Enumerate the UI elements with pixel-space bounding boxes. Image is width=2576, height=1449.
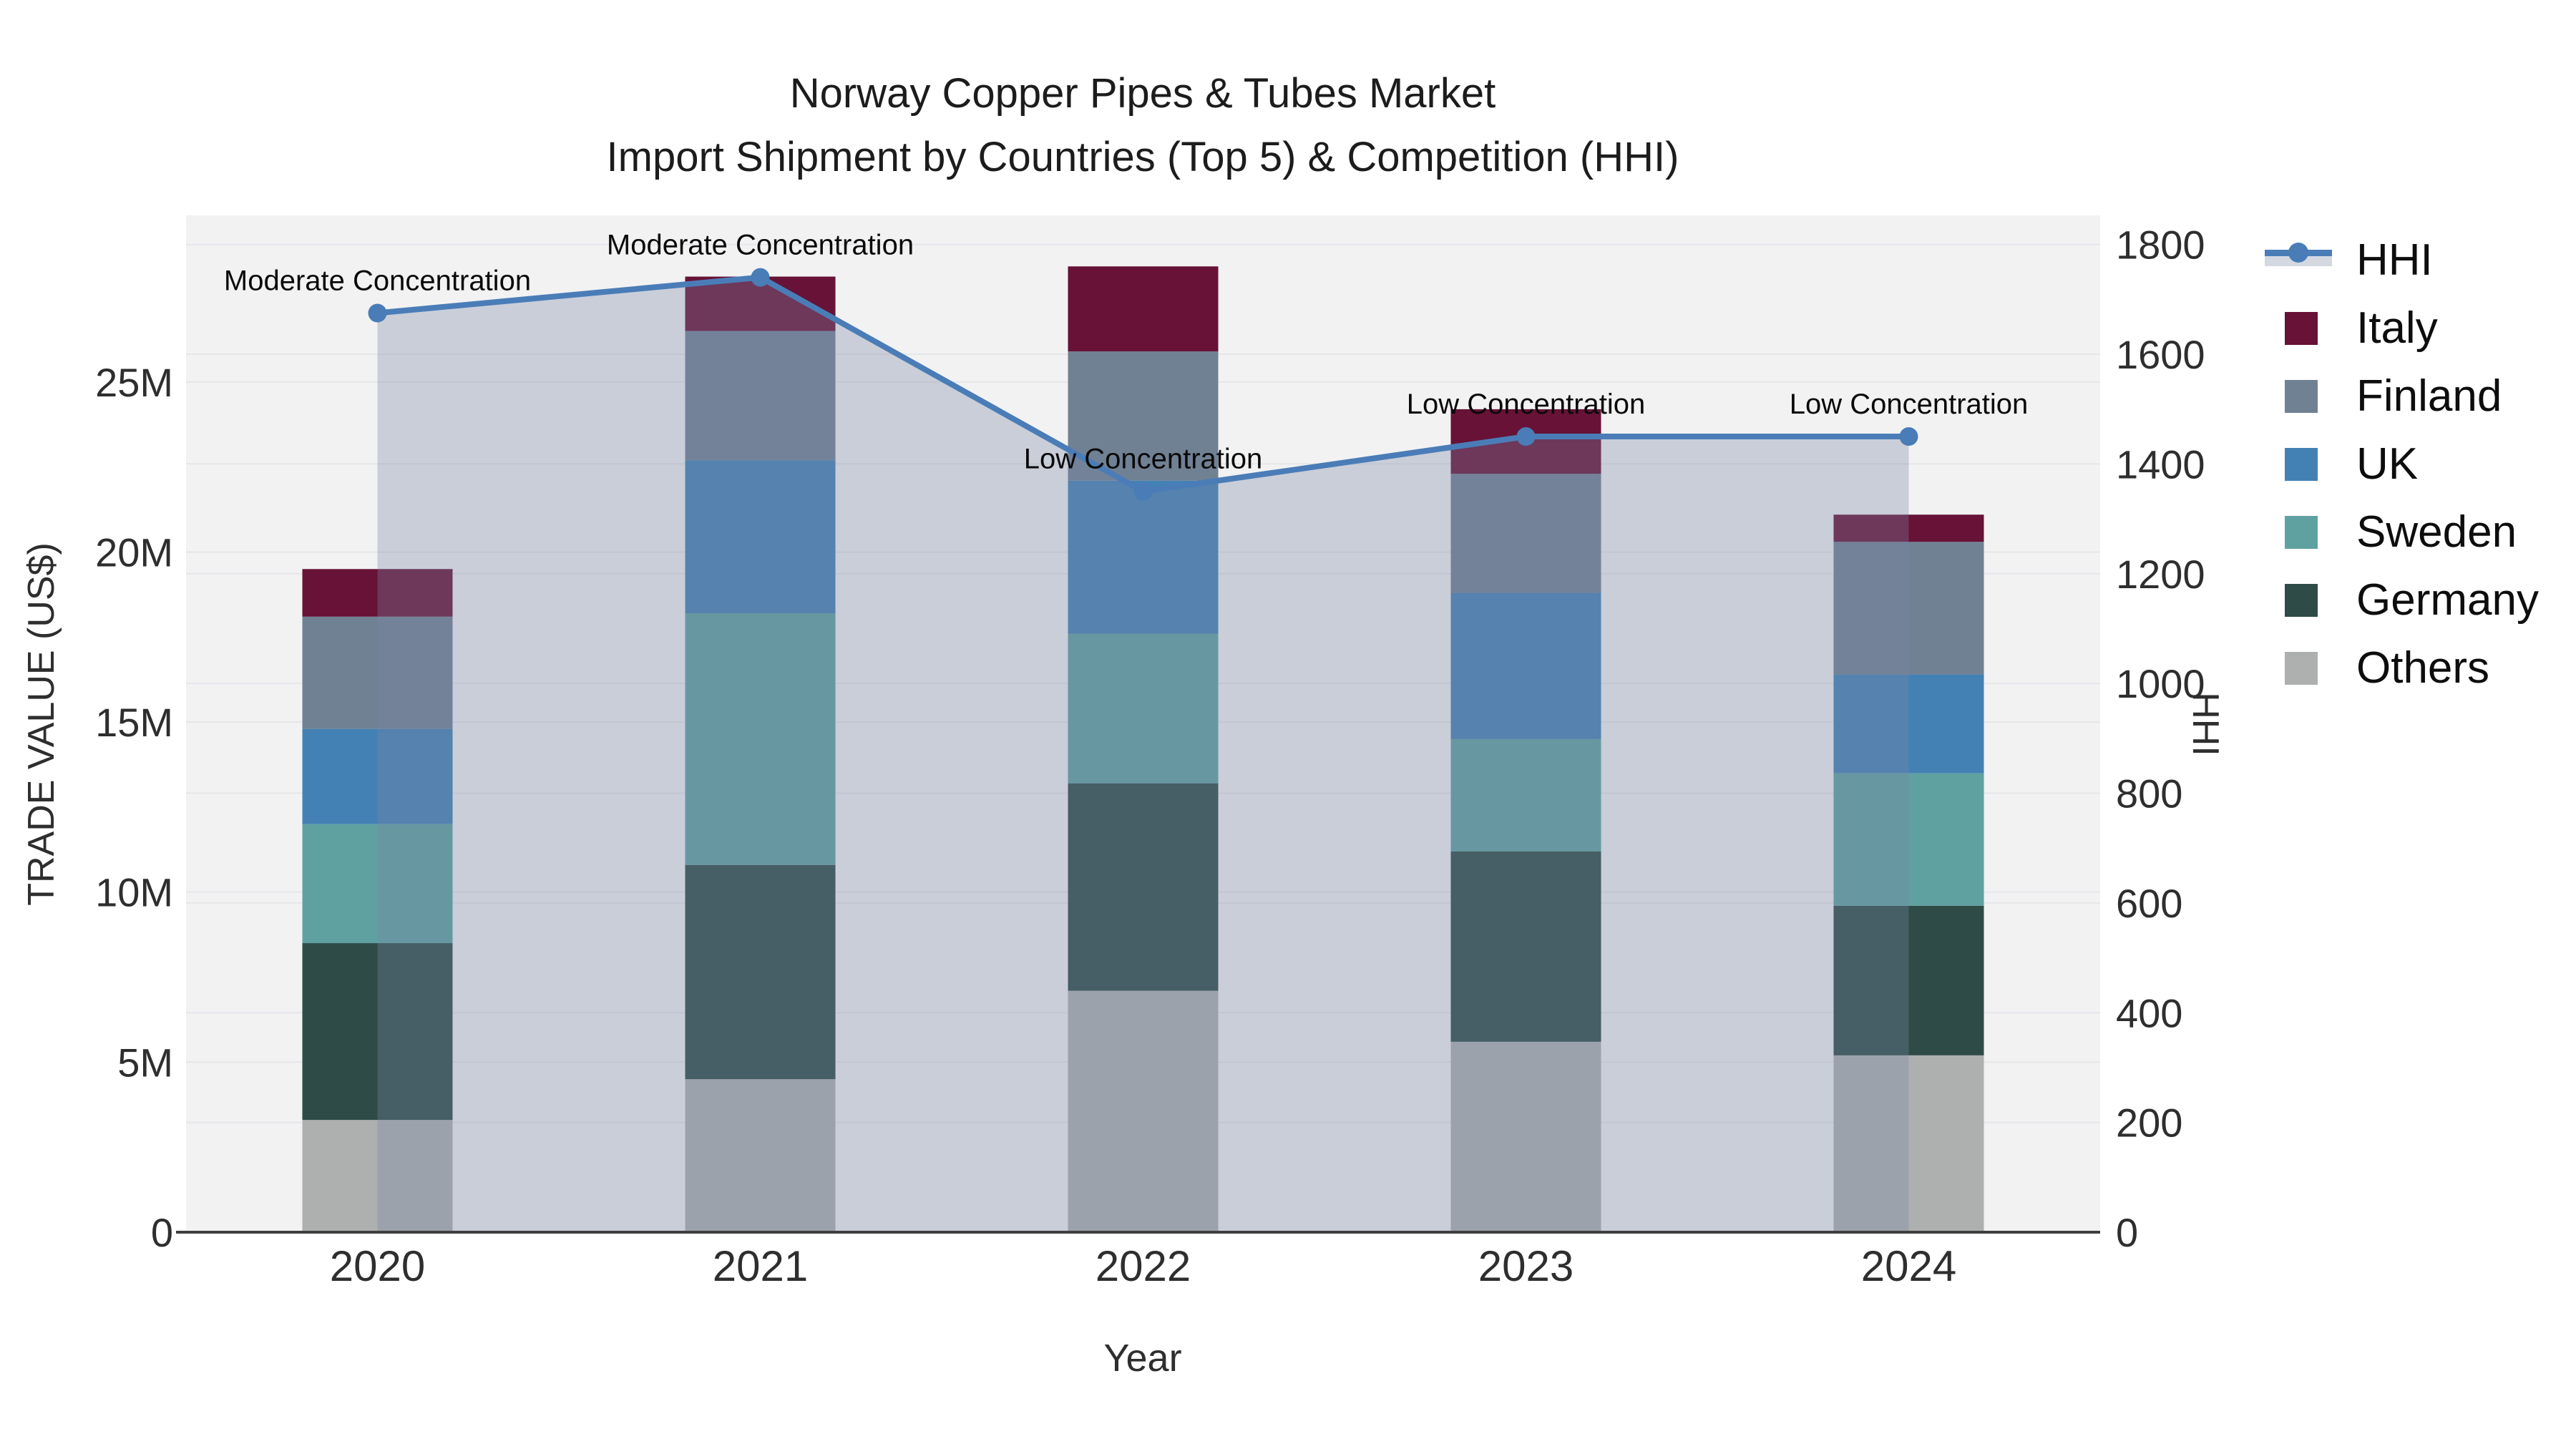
bar-2021-germany[interactable] [685,864,836,1080]
legend-item-germany[interactable]: Germany [2265,575,2539,625]
bar-2022-italy[interactable] [1068,266,1219,352]
bar-2022-others[interactable] [1068,990,1219,1232]
others-color-swatch-icon [2265,643,2356,693]
bar-2021-sweden[interactable] [685,613,836,865]
bar-2022-germany[interactable] [1068,783,1219,991]
bar-2024-others[interactable] [1833,1055,1984,1232]
chart-title-line2: Import Shipment by Countries (Top 5) & C… [606,134,1679,180]
finland-color-swatch-icon [2265,371,2356,421]
y-right-tick-label: 200 [2116,1101,2182,1146]
bar-2024-uk[interactable] [1833,674,1984,774]
hhi-line-swatch-icon [2265,235,2356,285]
hhi-marker-2023[interactable] [1516,427,1536,447]
legend-label: UK [2356,439,2419,489]
bar-2023-uk[interactable] [1450,592,1601,739]
bar-2020-sweden[interactable] [302,824,453,944]
annotation-2022: Low Concentration [1024,444,1263,475]
bar-2020-uk[interactable] [302,728,453,824]
bar-2020-germany[interactable] [302,943,453,1121]
hhi-marker-2020[interactable] [368,303,387,323]
legend-label: Germany [2356,575,2539,625]
bar-2020-finland[interactable] [302,616,453,729]
y-axis-right-title: HHI [2185,692,2226,756]
annotation-2023: Low Concentration [1407,389,1646,420]
legend-label: Italy [2356,303,2438,353]
bar-2024-germany[interactable] [1833,905,1984,1055]
y-right-tick-label: 800 [2116,771,2182,816]
bar-2024-italy[interactable] [1833,514,1984,542]
y-axis-left-title: TRADE VALUE (US$) [21,542,62,906]
bar-2020-italy[interactable] [302,569,453,617]
uk-color-swatch-icon [2265,439,2356,489]
y-right-tick-label: 0 [2116,1210,2138,1255]
y-right-tick-label: 600 [2116,881,2182,926]
bar-2022-sweden[interactable] [1068,633,1219,784]
bar-2024-finland[interactable] [1833,542,1984,675]
x-tick-label: 2020 [330,1242,425,1290]
hhi-marker-2022[interactable] [1133,482,1153,501]
annotation-2024: Low Concentration [1790,389,2029,420]
y-left-tick-label: 0 [151,1210,173,1255]
y-right-tick-label: 1800 [2116,223,2205,268]
y-right-tick-label: 1200 [2116,552,2205,597]
hhi-marker-2021[interactable] [751,268,770,287]
x-tick-label: 2023 [1478,1242,1574,1290]
bar-2021-finland[interactable] [685,331,836,461]
bar-2020-others[interactable] [302,1120,453,1232]
bar-2022-finland[interactable] [1068,351,1219,481]
annotation-2021: Moderate Concentration [607,230,914,261]
y-left-tick-label: 25M [95,360,173,405]
x-tick-label: 2022 [1096,1242,1191,1290]
annotation-2020: Moderate Concentration [224,265,531,297]
y-left-tick-label: 15M [95,700,173,745]
bar-2024-sweden[interactable] [1833,773,1984,906]
legend-item-hhi[interactable]: HHI [2265,235,2539,285]
bar-2021-uk[interactable] [685,460,836,614]
legend-item-italy[interactable]: Italy [2265,303,2539,353]
germany-color-swatch-icon [2265,575,2356,625]
legend-item-others[interactable]: Others [2265,643,2539,693]
sweden-color-swatch-icon [2265,507,2356,557]
legend-item-sweden[interactable]: Sweden [2265,507,2539,557]
legend-item-finland[interactable]: Finland [2265,371,2539,421]
bar-2023-others[interactable] [1450,1041,1601,1232]
y-right-tick-label: 1600 [2116,332,2205,377]
x-tick-label: 2024 [1861,1242,1956,1290]
legend-label: Finland [2356,371,2502,421]
legend-label: Sweden [2356,507,2517,557]
legend-label: Others [2356,643,2490,693]
y-left-tick-label: 5M [117,1040,173,1085]
bar-2023-germany[interactable] [1450,851,1601,1042]
y-left-tick-label: 10M [95,870,173,915]
hhi-marker-2024[interactable] [1899,427,1918,447]
y-left-tick-label: 20M [95,530,173,575]
legend: HHI Italy Finland UK Sweden Germany Others [2265,235,2539,711]
y-right-tick-label: 400 [2116,990,2182,1035]
y-right-tick-label: 1400 [2116,441,2205,487]
bar-2021-others[interactable] [685,1079,836,1232]
bar-2022-uk[interactable] [1068,480,1219,634]
x-axis-title: Year [1103,1337,1182,1380]
italy-color-swatch-icon [2265,303,2356,353]
chart-title: Norway Copper Pipes & Tubes Market Impor… [607,62,1679,189]
x-tick-label: 2021 [713,1242,808,1290]
hhi-area [377,277,1909,1232]
chart-title-line1: Norway Copper Pipes & Tubes Market [789,70,1496,117]
bar-2023-finland[interactable] [1450,474,1601,593]
legend-item-uk[interactable]: UK [2265,439,2539,489]
legend-label: HHI [2356,235,2433,285]
y-right-tick-label: 1000 [2116,661,2205,706]
bar-2023-sweden[interactable] [1450,738,1601,852]
